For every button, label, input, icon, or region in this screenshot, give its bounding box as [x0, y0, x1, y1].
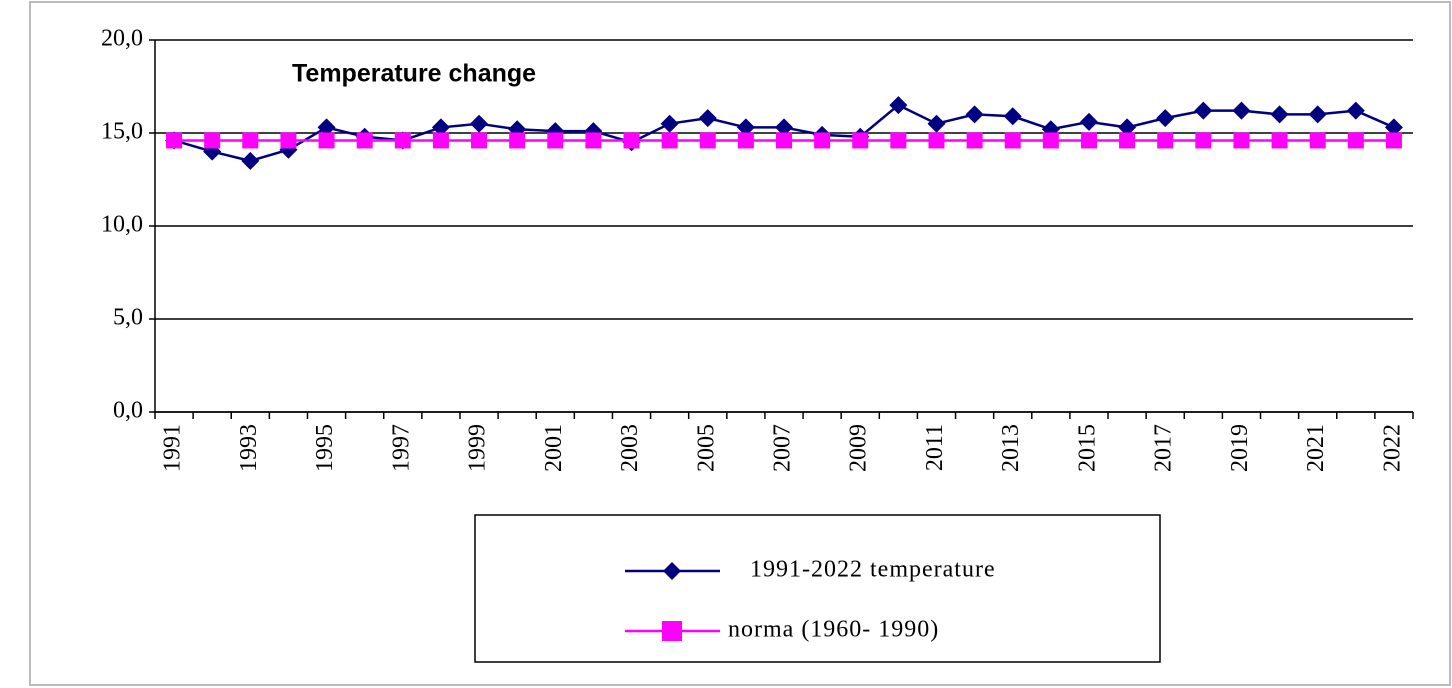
- data-point: [852, 132, 869, 149]
- data-point: [394, 132, 411, 149]
- x-tick-label: 2003: [617, 424, 643, 472]
- data-point: [927, 114, 946, 133]
- data-point: [242, 132, 259, 149]
- data-point: [547, 132, 564, 149]
- data-point: [204, 132, 221, 149]
- data-point: [1308, 105, 1327, 124]
- data-point: [1271, 132, 1288, 149]
- data-point: [1347, 132, 1364, 149]
- data-point: [699, 132, 716, 149]
- legend-marker: [663, 562, 681, 580]
- data-point: [1004, 132, 1021, 149]
- data-point: [1346, 101, 1365, 120]
- x-tick-label: 1993: [236, 424, 262, 472]
- data-point: [1309, 132, 1326, 149]
- data-point: [965, 105, 984, 124]
- x-tick-label: 2015: [1074, 424, 1100, 472]
- data-point: [470, 114, 489, 133]
- data-point: [966, 132, 983, 149]
- legend-label: 1991-2022 temperature: [750, 557, 996, 583]
- data-point: [661, 132, 678, 149]
- data-point: [1157, 132, 1174, 149]
- data-point: [736, 118, 755, 137]
- data-point: [431, 118, 450, 137]
- data-point: [1232, 101, 1251, 120]
- data-point: [1385, 132, 1402, 149]
- data-point: [317, 118, 336, 137]
- legend-box: [474, 514, 1161, 663]
- data-point: [890, 132, 907, 149]
- x-tick-label: 2019: [1227, 424, 1253, 472]
- data-point: [471, 132, 488, 149]
- x-tick-label: 2001: [541, 424, 567, 472]
- data-point: [1384, 118, 1403, 137]
- data-point: [1079, 112, 1098, 131]
- data-point: [775, 118, 793, 137]
- data-point: [432, 132, 449, 149]
- x-tick-label: 1997: [388, 424, 414, 472]
- data-point: [1194, 101, 1213, 120]
- x-tick-label: 2007: [770, 424, 796, 472]
- x-tick-label: 2013: [998, 424, 1024, 472]
- x-tick-label: 2009: [846, 424, 872, 472]
- x-tick-label: 2017: [1151, 424, 1177, 472]
- data-point: [889, 96, 908, 115]
- data-point: [318, 132, 335, 149]
- data-point: [814, 132, 831, 149]
- legend-label: norma (1960- 1990): [728, 617, 939, 643]
- x-tick-label: 1991: [160, 424, 186, 472]
- x-tick-label: 2021: [1303, 424, 1329, 472]
- y-tick-label: 10,0: [101, 212, 143, 238]
- data-point: [776, 132, 792, 149]
- data-point: [1118, 118, 1137, 137]
- x-tick-label: 2011: [922, 424, 948, 471]
- data-point: [241, 151, 260, 170]
- data-point: [1233, 132, 1250, 149]
- data-point: [698, 109, 717, 128]
- data-point: [623, 132, 640, 149]
- data-point: [1119, 132, 1136, 149]
- data-point: [737, 132, 754, 149]
- y-tick-label: 20,0: [101, 26, 143, 52]
- x-tick-label: 1999: [465, 424, 491, 472]
- data-point: [1080, 132, 1097, 149]
- y-tick-label: 0,0: [113, 398, 143, 424]
- data-point: [1195, 132, 1212, 149]
- y-tick-label: 15,0: [101, 119, 143, 145]
- data-point: [928, 132, 945, 149]
- data-point: [1042, 132, 1059, 149]
- x-tick-label: 2022: [1379, 424, 1405, 472]
- data-point: [280, 132, 297, 149]
- chart-title: Temperature change: [292, 60, 536, 88]
- y-tick-label: 5,0: [113, 305, 143, 331]
- data-point: [1156, 109, 1175, 128]
- x-tick-label: 2005: [693, 424, 719, 472]
- data-point: [166, 132, 183, 149]
- data-point: [356, 132, 373, 149]
- data-point: [1003, 107, 1022, 126]
- legend-marker: [662, 621, 682, 641]
- data-point: [660, 114, 679, 133]
- x-tick-label: 1995: [312, 424, 338, 472]
- data-point: [1270, 105, 1289, 124]
- data-point: [585, 132, 602, 149]
- data-point: [509, 132, 526, 149]
